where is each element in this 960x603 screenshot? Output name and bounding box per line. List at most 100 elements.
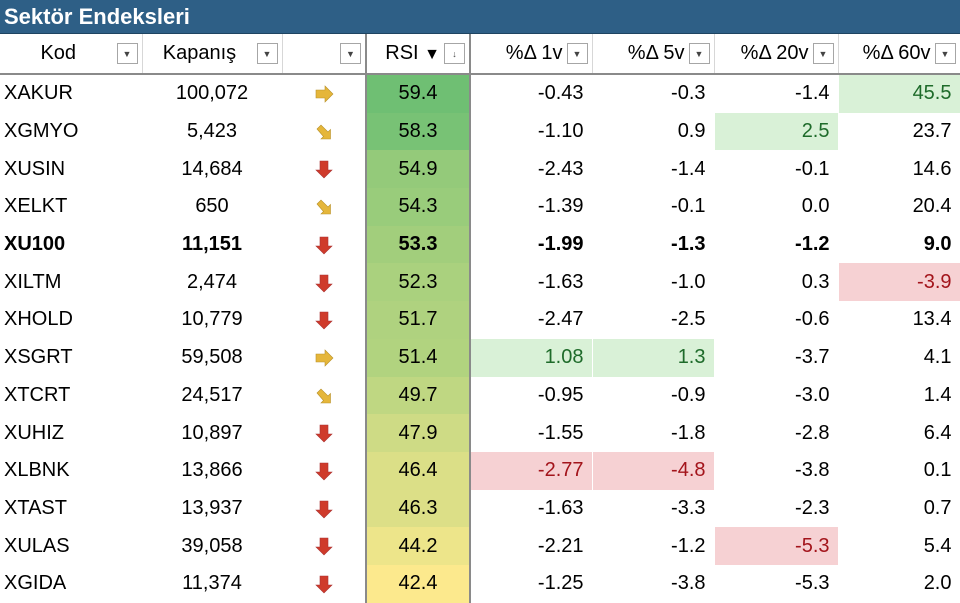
cell-kapanis[interactable]: 24,517 [181, 383, 243, 406]
table-row[interactable]: XTCRT 24,517 49.7 -0.95 -0.9 -3.0 1.4 [0, 376, 960, 415]
cell-rsi[interactable]: 46.4 [366, 451, 471, 490]
cell-d5[interactable]: -3.3 [671, 496, 706, 519]
cell-d60[interactable]: 5.4 [923, 534, 952, 557]
table-row[interactable]: XHOLD 10,779 51.7 -2.47 -2.5 -0.6 13.4 [0, 301, 960, 339]
cell-kapanis[interactable]: 14,684 [181, 157, 243, 180]
cell-d60[interactable]: 6.4 [923, 421, 952, 444]
cell-d5[interactable]: -1.0 [671, 270, 706, 293]
cell-trend[interactable] [282, 564, 367, 603]
cell-rsi[interactable]: 53.3 [366, 225, 471, 264]
cell-kod[interactable]: XGMYO [4, 120, 79, 143]
cell-d1[interactable]: -1.99 [537, 233, 584, 256]
cell-kod[interactable]: XUSIN [4, 157, 66, 180]
cell-kod[interactable]: XILTM [4, 270, 62, 293]
cell-kod[interactable]: XULAS [4, 534, 70, 557]
table-row[interactable]: XULAS 39,058 44.2 -2.21 -1.2 -5.3 5.4 [0, 527, 960, 565]
table-row[interactable]: XUHIZ 10,897 47.9 -1.55 -1.8 -2.8 6.4 [0, 414, 960, 452]
cell-trend[interactable] [282, 489, 367, 528]
cell-kod[interactable]: XAKUR [4, 82, 73, 105]
cell-d5[interactable]: -2.5 [671, 308, 706, 331]
cell-d60[interactable]: -3.9 [838, 263, 960, 302]
cell-kod[interactable]: XGIDA [4, 572, 67, 595]
cell-d1[interactable]: -1.55 [537, 421, 584, 444]
cell-d60[interactable]: 20.4 [912, 195, 952, 218]
cell-d1[interactable]: 1.08 [470, 338, 592, 377]
cell-d20[interactable]: 0.3 [801, 270, 830, 293]
cell-d60[interactable]: 2.0 [923, 572, 952, 595]
cell-d20[interactable]: -0.6 [795, 308, 830, 331]
table-row[interactable]: XAKUR 100,072 59.4 -0.43 -0.3 -1.4 45.5 [0, 74, 960, 113]
cell-d20[interactable]: -2.3 [795, 496, 830, 519]
cell-rsi[interactable]: 54.3 [366, 188, 471, 226]
cell-kod[interactable]: XLBNK [4, 459, 70, 482]
cell-d20[interactable]: -3.7 [795, 346, 830, 369]
cell-d60[interactable]: 1.4 [923, 383, 952, 406]
cell-kod[interactable]: XHOLD [4, 308, 73, 331]
cell-d5[interactable]: -1.2 [671, 534, 706, 557]
cell-rsi[interactable]: 47.9 [366, 414, 471, 452]
cell-trend[interactable] [282, 414, 367, 452]
cell-d60[interactable]: 13.4 [912, 308, 952, 331]
cell-trend[interactable] [282, 225, 367, 264]
cell-d1[interactable]: -2.77 [470, 451, 592, 490]
cell-d1[interactable]: -1.63 [537, 270, 584, 293]
cell-kod[interactable]: XUHIZ [4, 421, 64, 444]
cell-kod[interactable]: XSGRT [4, 346, 73, 369]
filter-dropdown-d60[interactable]: ▼ [934, 43, 956, 64]
cell-d5[interactable]: -1.3 [671, 233, 706, 256]
cell-d20[interactable]: -3.8 [795, 459, 830, 482]
cell-rsi[interactable]: 44.2 [366, 527, 471, 565]
cell-d5[interactable]: -4.8 [592, 451, 714, 490]
cell-d5[interactable]: 1.3 [592, 338, 714, 377]
filter-dropdown-kod[interactable]: ▼ [116, 43, 138, 64]
cell-kapanis[interactable]: 2,474 [186, 270, 238, 293]
cell-kod[interactable]: XTCRT [4, 383, 71, 406]
cell-d20[interactable]: -5.3 [795, 572, 830, 595]
cell-kapanis[interactable]: 650 [195, 195, 229, 218]
cell-kod[interactable]: XTAST [4, 496, 67, 519]
cell-trend[interactable] [282, 188, 367, 226]
cell-kapanis[interactable]: 13,937 [181, 496, 243, 519]
table-row[interactable]: XGMYO 5,423 58.3 -1.10 0.9 2.5 23.7 [0, 112, 960, 151]
cell-d1[interactable]: -0.43 [537, 82, 584, 105]
cell-d1[interactable]: -2.21 [537, 534, 584, 557]
cell-kapanis[interactable]: 10,897 [181, 421, 243, 444]
cell-trend[interactable] [282, 376, 367, 415]
cell-d1[interactable]: -1.25 [537, 572, 584, 595]
cell-d5[interactable]: 0.9 [677, 120, 706, 143]
cell-d20[interactable]: 2.5 [714, 112, 838, 151]
table-row[interactable]: XELKT 650 54.3 -1.39 -0.1 0.0 20.4 [0, 188, 960, 226]
cell-d5[interactable]: -0.9 [671, 383, 706, 406]
cell-d60[interactable]: 0.1 [923, 459, 952, 482]
cell-kapanis[interactable]: 10,779 [181, 308, 243, 331]
cell-d5[interactable]: -3.8 [671, 572, 706, 595]
cell-d1[interactable]: -0.95 [537, 383, 584, 406]
cell-d20[interactable]: -3.0 [795, 383, 830, 406]
cell-d20[interactable]: -5.3 [714, 527, 838, 565]
cell-kapanis[interactable]: 11,151 [181, 233, 243, 256]
cell-rsi[interactable]: 42.4 [366, 564, 471, 603]
cell-d20[interactable]: -2.8 [795, 421, 830, 444]
cell-rsi[interactable]: 51.4 [366, 338, 471, 377]
cell-rsi[interactable]: 54.9 [366, 150, 471, 189]
cell-trend[interactable] [282, 527, 367, 565]
cell-d20[interactable]: 0.0 [801, 195, 830, 218]
cell-rsi[interactable]: 59.4 [366, 74, 471, 113]
table-row[interactable]: XUSIN 14,684 54.9 -2.43 -1.4 -0.1 14.6 [0, 150, 960, 189]
cell-d60[interactable]: 0.7 [923, 496, 952, 519]
cell-trend[interactable] [282, 150, 367, 189]
cell-d5[interactable]: -0.3 [671, 82, 706, 105]
table-row[interactable]: XLBNK 13,866 46.4 -2.77 -4.8 -3.8 0.1 [0, 451, 960, 490]
cell-trend[interactable] [282, 263, 367, 302]
cell-kapanis[interactable]: 100,072 [175, 82, 249, 105]
cell-d1[interactable]: -2.43 [537, 157, 584, 180]
filter-dropdown-d20[interactable]: ▼ [812, 43, 834, 64]
cell-d60[interactable]: 23.7 [912, 120, 952, 143]
cell-d1[interactable]: -2.47 [537, 308, 584, 331]
cell-trend[interactable] [282, 338, 367, 377]
cell-rsi[interactable]: 46.3 [366, 489, 471, 528]
cell-rsi[interactable]: 52.3 [366, 263, 471, 302]
cell-trend[interactable] [282, 74, 367, 113]
cell-d5[interactable]: -1.4 [671, 157, 706, 180]
filter-dropdown-kapanis[interactable]: ▼ [256, 43, 278, 64]
